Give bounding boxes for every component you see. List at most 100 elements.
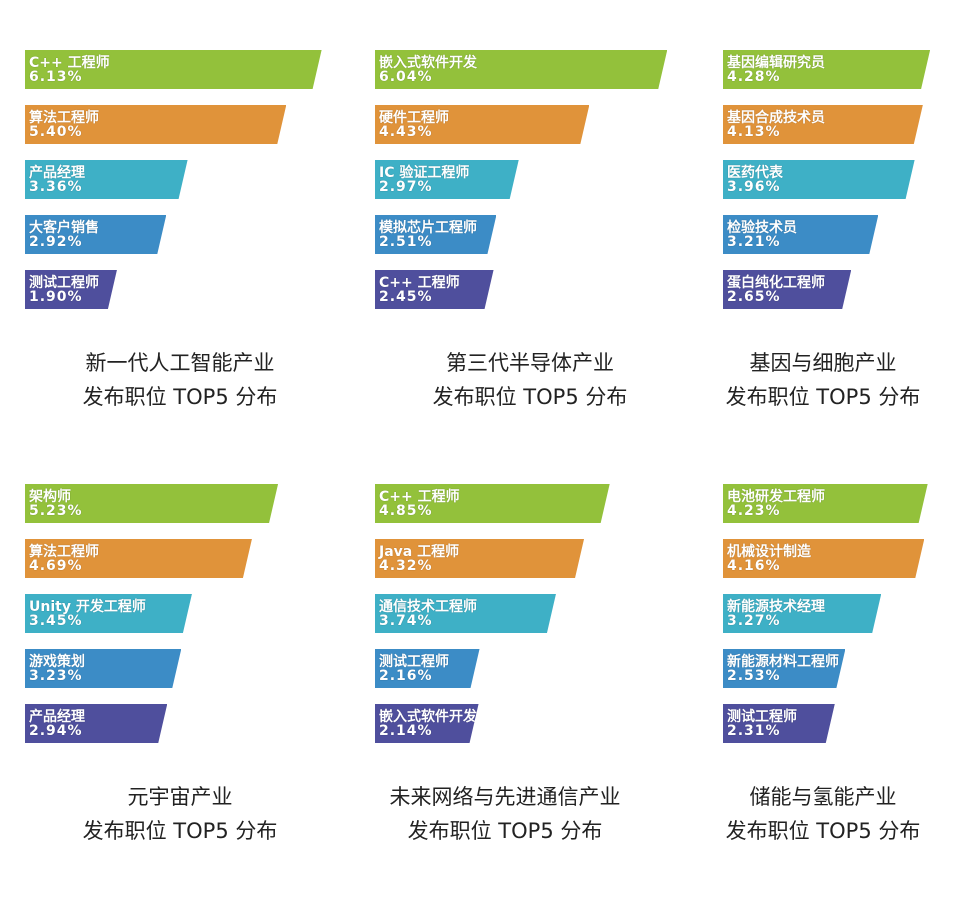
bar-value-label: 4.28%: [727, 69, 781, 85]
bar-label: 嵌入式软件开发: [379, 709, 477, 725]
bar-value-label: 3.21%: [727, 234, 781, 250]
bar-group: 电池研发工程师 4.23% 机械设计制造 4.16% 新能源技术经理 3.27% 新能源材料…: [723, 484, 973, 754]
bar-fill: [723, 704, 835, 743]
bar-group: 嵌入式软件开发 6.04% 硬件工程师 4.43% IC 验证工程师 2.97% 模拟芯片工…: [375, 50, 685, 320]
bar-fill: [375, 594, 556, 633]
bar: 机械设计制造 4.16%: [723, 539, 925, 578]
bar-label: 大客户销售: [29, 220, 99, 236]
bar: 新能源材料工程师 2.53%: [723, 649, 846, 688]
bar-label: Unity 开发工程师: [29, 599, 146, 615]
bar-label: C++ 工程师: [379, 489, 460, 505]
bar-value-label: 2.94%: [29, 723, 83, 739]
bar: 蛋白纯化工程师 2.65%: [723, 270, 852, 309]
bar-label: 游戏策划: [29, 654, 85, 670]
bar: 检验技术员 3.21%: [723, 215, 879, 254]
bar-group: 架构师 5.23% 算法工程师 4.69% Unity 开发工程师 3.45% 游戏策划 3.…: [25, 484, 335, 754]
bar: Java 工程师 4.32%: [375, 539, 585, 578]
bar-fill: [723, 160, 915, 199]
bar-value-label: 3.96%: [727, 179, 781, 195]
bar-value-label: 2.45%: [379, 289, 433, 305]
chart-panel-gene-cell: 基因编辑研究员 4.28% 基因合成技术员 4.13% 医药代表 3.96% 检验技术员 3.…: [723, 50, 973, 470]
bar-value-label: 2.16%: [379, 668, 433, 684]
bar: 产品经理 2.94%: [25, 704, 168, 743]
bar-value-label: 4.43%: [379, 124, 433, 140]
chart-title: 未来网络与先进通信产业 发布职位 TOP5 分布: [335, 780, 675, 848]
bar: 电池研发工程师 4.23%: [723, 484, 928, 523]
bar-value-label: 6.13%: [29, 69, 83, 85]
bar-fill: [375, 160, 519, 199]
bar: 算法工程师 4.69%: [25, 539, 252, 578]
chart-title-line2: 发布职位 TOP5 分布: [82, 819, 278, 843]
bar-fill: [25, 539, 252, 578]
bar: 游戏策划 3.23%: [25, 649, 182, 688]
bar: Unity 开发工程师 3.45%: [25, 594, 192, 633]
bar-value-label: 5.23%: [29, 503, 83, 519]
bar-fill: [25, 215, 167, 254]
bar: C++ 工程师 4.85%: [375, 484, 610, 523]
bar: 测试工程师 2.31%: [723, 704, 835, 743]
bar: 架构师 5.23%: [25, 484, 279, 523]
bar-group: C++ 工程师 6.13% 算法工程师 5.40% 产品经理 3.36% 大客户销售 2.92…: [25, 50, 335, 320]
bar: 算法工程师 5.40%: [25, 105, 287, 144]
bar-label: 电池研发工程师: [727, 489, 825, 505]
bar-label: 基因合成技术员: [727, 110, 825, 126]
bar-fill: [723, 649, 846, 688]
bar: 基因编辑研究员 4.28%: [723, 50, 931, 89]
bar-fill: [25, 649, 182, 688]
bar-fill: [723, 594, 882, 633]
chart-title: 第三代半导体产业 发布职位 TOP5 分布: [375, 346, 685, 414]
bar: 基因合成技术员 4.13%: [723, 105, 923, 144]
bar-label: 架构师: [29, 489, 71, 505]
bar-value-label: 3.36%: [29, 179, 83, 195]
bar-fill: [723, 270, 852, 309]
bar-value-label: 4.32%: [379, 558, 433, 574]
chart-panel-ai: C++ 工程师 6.13% 算法工程师 5.40% 产品经理 3.36% 大客户销售 2.92…: [25, 50, 335, 470]
bar-fill: [25, 704, 168, 743]
bar-label: 基因编辑研究员: [727, 55, 825, 71]
bar-fill: [375, 649, 480, 688]
chart-title-line1: 新一代人工智能产业: [85, 351, 275, 375]
bar-value-label: 5.40%: [29, 124, 83, 140]
bar-label: 检验技术员: [727, 220, 797, 236]
bar-label: 蛋白纯化工程师: [727, 275, 825, 291]
bar-value-label: 4.85%: [379, 503, 433, 519]
bar-label: 新能源技术经理: [727, 599, 825, 615]
chart-title: 储能与氢能产业 发布职位 TOP5 分布: [703, 780, 943, 848]
bar-fill: [723, 539, 925, 578]
bar-value-label: 2.97%: [379, 179, 433, 195]
bar-value-label: 2.53%: [727, 668, 781, 684]
chart-title-line1: 储能与氢能产业: [749, 785, 897, 809]
bar-label: 通信技术工程师: [379, 599, 477, 615]
chart-title-line1: 基因与细胞产业: [749, 351, 897, 375]
bar: 嵌入式软件开发 6.04%: [375, 50, 668, 89]
bar-fill: [25, 270, 117, 309]
bar-fill: [723, 215, 879, 254]
bar: 产品经理 3.36%: [25, 160, 188, 199]
bar-value-label: 6.04%: [379, 69, 433, 85]
bar-fill: [375, 215, 497, 254]
bar-label: 算法工程师: [29, 544, 99, 560]
chart-title-line1: 未来网络与先进通信产业: [389, 785, 621, 809]
bar-fill: [375, 704, 479, 743]
bar-label: 硬件工程师: [379, 110, 449, 126]
bar-label: C++ 工程师: [29, 55, 110, 71]
bar-label: 机械设计制造: [727, 544, 811, 560]
bar-fill: [723, 50, 931, 89]
bar: IC 验证工程师 2.97%: [375, 160, 519, 199]
bar-value-label: 4.16%: [727, 558, 781, 574]
bar: 嵌入式软件开发 2.14%: [375, 704, 479, 743]
bar-fill: [375, 270, 494, 309]
chart-title-line2: 发布职位 TOP5 分布: [725, 385, 921, 409]
bar-label: Java 工程师: [379, 544, 460, 560]
bar-label: 模拟芯片工程师: [379, 220, 477, 236]
bar-label: 嵌入式软件开发: [379, 55, 477, 71]
bar-value-label: 2.14%: [379, 723, 433, 739]
bar-value-label: 2.92%: [29, 234, 83, 250]
bar-label: 医药代表: [727, 165, 783, 181]
bar-label: C++ 工程师: [379, 275, 460, 291]
bar-fill: [25, 50, 322, 89]
bar-value-label: 2.31%: [727, 723, 781, 739]
bar-label: 新能源材料工程师: [727, 654, 839, 670]
bar-fill: [375, 484, 610, 523]
bar-label: 测试工程师: [727, 709, 797, 725]
